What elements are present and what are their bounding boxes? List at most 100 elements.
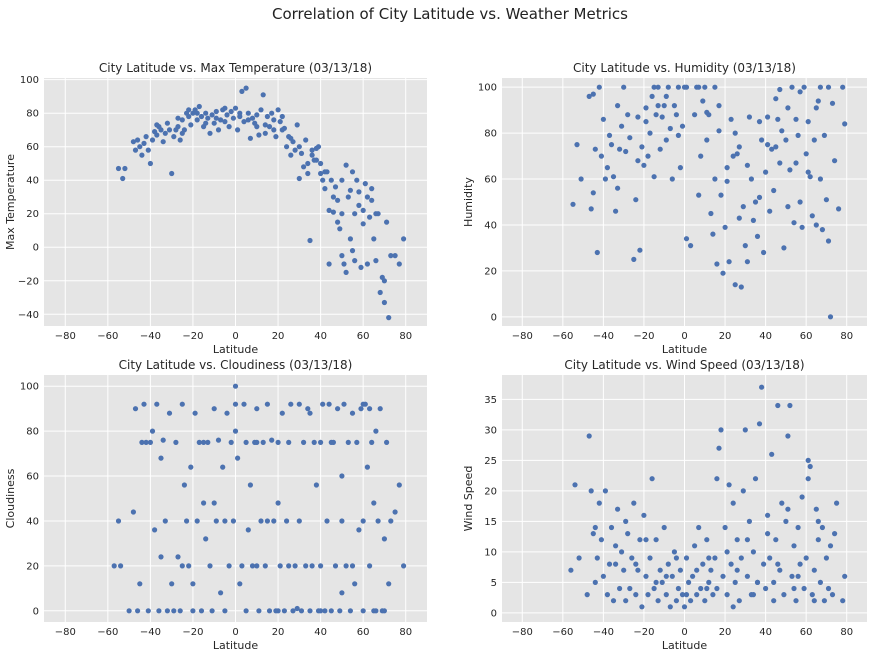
data-point	[594, 555, 600, 561]
y-tick-label: 0	[491, 312, 497, 323]
data-point	[381, 608, 387, 614]
data-point	[746, 114, 753, 120]
data-point	[677, 165, 684, 171]
data-point	[714, 476, 720, 482]
x-tick-label: 40	[759, 627, 772, 638]
x-tick-label: −20	[633, 627, 654, 638]
x-tick-label: −20	[182, 331, 203, 342]
data-point	[264, 113, 270, 120]
data-point	[748, 176, 755, 182]
data-point	[294, 122, 300, 128]
data-point	[647, 555, 653, 561]
data-point	[271, 127, 277, 133]
data-point	[633, 561, 639, 567]
data-point	[354, 439, 360, 445]
data-point	[237, 581, 243, 587]
data-point	[222, 608, 228, 614]
y-tick-label: 25	[484, 456, 497, 467]
data-point	[262, 122, 268, 128]
data-point	[264, 518, 270, 524]
data-point	[241, 119, 247, 125]
data-point	[296, 401, 302, 407]
data-point	[781, 592, 787, 598]
data-point	[330, 209, 336, 215]
data-point	[631, 500, 637, 506]
data-point	[621, 84, 627, 90]
data-point	[663, 592, 669, 598]
x-tick-label: 40	[314, 331, 327, 342]
data-point	[203, 536, 209, 542]
data-point	[241, 401, 247, 407]
data-point	[704, 109, 710, 115]
data-point	[232, 383, 239, 389]
data-point	[232, 428, 239, 434]
data-point	[704, 537, 710, 543]
data-point	[277, 563, 283, 569]
chart-panel-1: −80 −60 −40 −20 0 20 40 60 80 −40 −20 0 20 40 60 80 100 C…	[4, 61, 427, 356]
data-point	[825, 84, 832, 90]
data-point	[673, 112, 680, 118]
data-point	[663, 573, 669, 579]
data-point	[235, 127, 241, 133]
y-axis-label: Humidity	[462, 177, 475, 227]
data-point	[358, 406, 364, 412]
data-point	[673, 598, 680, 604]
data-point	[266, 608, 273, 614]
data-point	[809, 592, 815, 598]
data-point	[352, 258, 358, 264]
data-point	[706, 579, 712, 586]
data-point	[254, 563, 260, 569]
data-point	[358, 264, 364, 270]
data-point	[258, 518, 264, 524]
data-point	[813, 105, 819, 111]
data-point	[307, 608, 313, 614]
data-point	[230, 518, 236, 524]
data-point	[130, 509, 136, 515]
data-point	[149, 428, 156, 434]
data-point	[154, 122, 160, 128]
data-point	[631, 256, 637, 262]
data-point	[756, 119, 763, 125]
data-point	[750, 592, 757, 598]
data-point	[635, 158, 641, 164]
x-tick-label: 80	[840, 627, 853, 638]
data-point	[639, 604, 645, 610]
data-point	[779, 128, 785, 134]
data-point	[637, 537, 643, 543]
data-point	[315, 144, 322, 150]
data-point	[162, 130, 168, 136]
y-tick-label: 40	[26, 516, 39, 527]
data-point	[364, 464, 370, 470]
y-tick-label: 20	[26, 209, 39, 220]
data-point	[724, 178, 730, 184]
data-point	[714, 261, 720, 267]
data-point	[619, 549, 625, 555]
data-point	[763, 585, 769, 592]
data-point	[716, 128, 722, 134]
data-point	[708, 567, 714, 573]
data-point	[669, 176, 675, 182]
data-point	[801, 84, 807, 90]
data-point	[799, 224, 805, 230]
x-tick-label: −80	[55, 331, 76, 342]
data-point	[720, 573, 726, 579]
data-point	[769, 451, 775, 457]
data-point	[381, 299, 387, 306]
data-point	[203, 120, 209, 126]
data-point	[598, 537, 605, 543]
data-point	[633, 592, 639, 598]
y-tick-label: 5	[491, 578, 497, 589]
y-tick-label: 40	[26, 176, 39, 187]
data-point	[130, 139, 136, 145]
data-point	[732, 579, 738, 586]
x-tick-label: −80	[512, 331, 533, 342]
data-point	[205, 115, 211, 121]
data-point	[243, 439, 249, 445]
data-point	[179, 563, 185, 569]
data-point	[266, 124, 273, 130]
data-point	[309, 152, 315, 158]
x-tick-label: −40	[593, 627, 614, 638]
data-point	[371, 236, 377, 242]
data-point	[318, 563, 324, 569]
data-point	[294, 605, 300, 612]
